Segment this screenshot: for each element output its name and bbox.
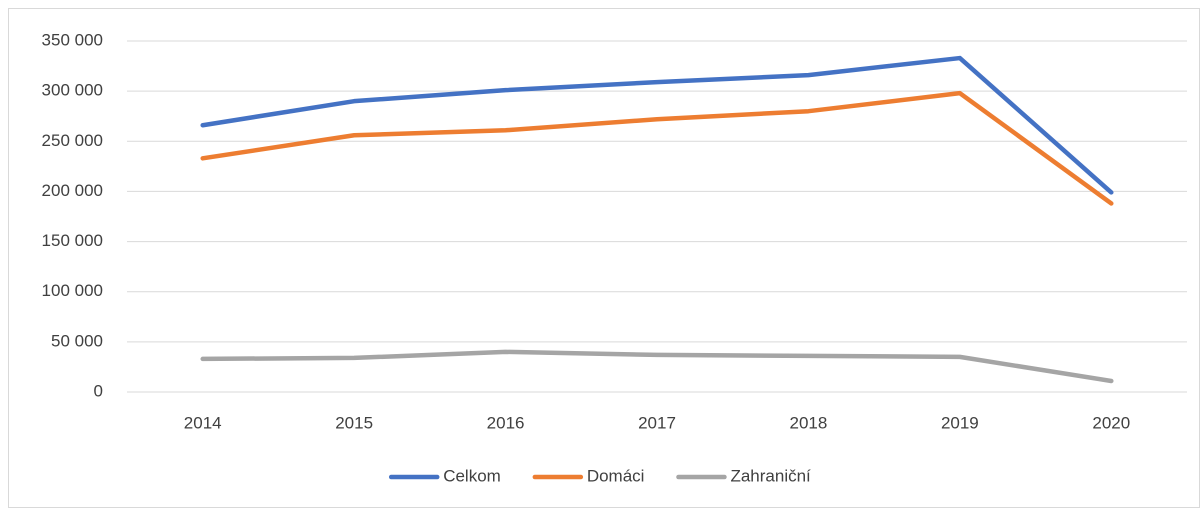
x-tick-label: 2018	[790, 413, 828, 432]
x-tick-label: 2015	[335, 413, 373, 432]
x-tick-label: 2014	[184, 413, 222, 432]
legend-label: Zahraniční	[730, 466, 811, 485]
y-tick-label: 100 000	[42, 281, 103, 300]
y-tick-label: 0	[94, 381, 103, 400]
x-tick-label: 2016	[487, 413, 525, 432]
y-tick-label: 150 000	[42, 231, 103, 250]
x-tick-label: 2019	[941, 413, 979, 432]
line-series	[200, 90, 1114, 206]
y-tick-label: 250 000	[42, 131, 103, 150]
y-tick-label: 300 000	[42, 81, 103, 100]
legend-label: Celkom	[443, 466, 501, 485]
y-tick-label: 350 000	[42, 30, 103, 49]
legend-label: Domáci	[587, 466, 645, 485]
y-tick-label: 200 000	[42, 181, 103, 200]
x-tick-label: 2017	[638, 413, 676, 432]
y-tick-label: 50 000	[51, 331, 103, 350]
line-series	[200, 349, 1114, 384]
line-series	[200, 55, 1114, 195]
x-tick-label: 2020	[1092, 413, 1130, 432]
